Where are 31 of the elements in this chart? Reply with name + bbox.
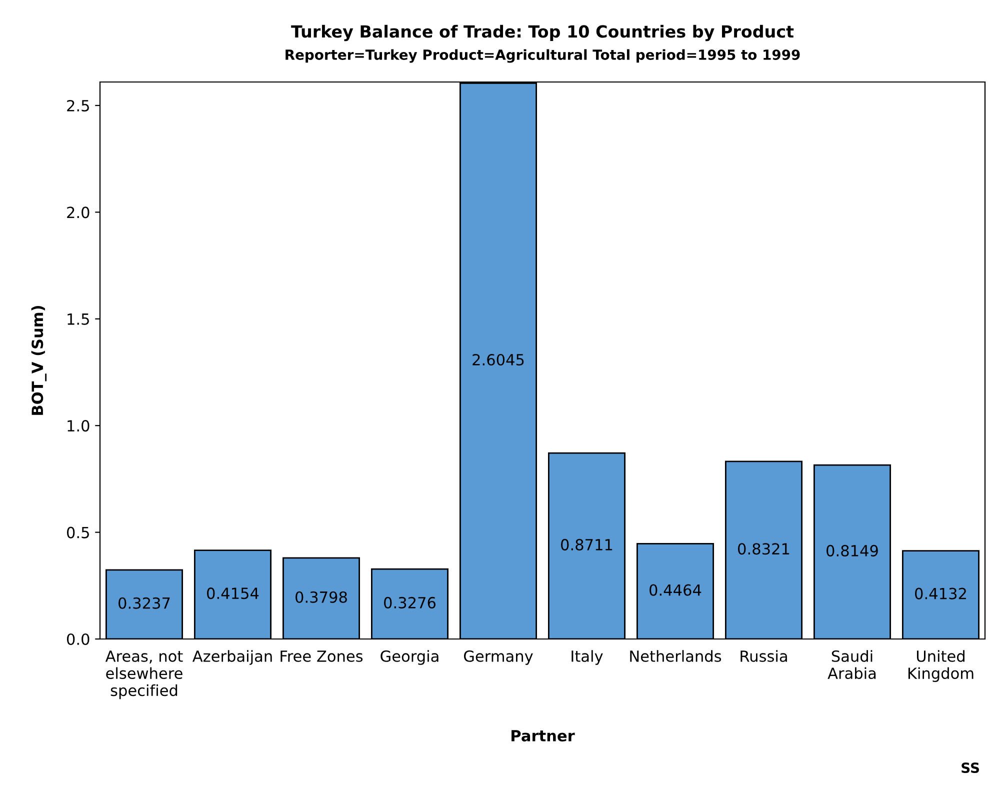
y-tick-label: 1.5 xyxy=(68,314,89,325)
data-label: 0.4132 xyxy=(915,588,966,600)
x-tick-label: Areas, not elsewhere specified xyxy=(105,650,183,700)
x-tick-label: Germany xyxy=(464,650,533,665)
x-tick-label: Free Zones xyxy=(280,650,363,662)
chart-title: Turkey Balance of Trade: Top 10 Countries by Product xyxy=(291,24,794,42)
y-tick-label: 2.0 xyxy=(67,206,90,218)
x-tick-label: Azerbaijan xyxy=(192,650,272,665)
x-tick-label: Italy xyxy=(572,650,603,665)
data-label: 0.3237 xyxy=(118,597,170,609)
text: SS xyxy=(962,762,979,774)
data-label: 0.8321 xyxy=(738,543,790,555)
chart-subtitle: Reporter=Turkey Product=Agricultural Total period=1995 to 1999 xyxy=(286,49,800,63)
data-label: 0.8711 xyxy=(561,538,612,550)
y-tick-label: 0.0 xyxy=(66,633,90,646)
y-axis-title: BOT_V (Sum) xyxy=(31,306,47,415)
x-tick-label: Georgia xyxy=(380,650,438,665)
x-tick-label: Russia xyxy=(740,650,787,662)
y-tick-label: 1.0 xyxy=(68,420,90,432)
y-tick-label: 0.5 xyxy=(66,526,89,538)
x-tick-label: Saudi Arabia xyxy=(828,650,876,680)
data-label: 0.4464 xyxy=(650,584,702,596)
data-label: 0.8149 xyxy=(826,544,878,556)
x-tick-label: Netherlands xyxy=(630,650,722,662)
y-tick-label: 2.5 xyxy=(67,100,89,112)
x-tick-label: United Kingdom xyxy=(908,650,974,682)
data-label: 0.4154 xyxy=(207,588,259,600)
data-label: 0.3276 xyxy=(384,596,436,608)
x-axis-title: Partner xyxy=(512,730,575,742)
data-label: 2.6045 xyxy=(472,354,524,366)
data-label: 0.3798 xyxy=(296,591,347,603)
